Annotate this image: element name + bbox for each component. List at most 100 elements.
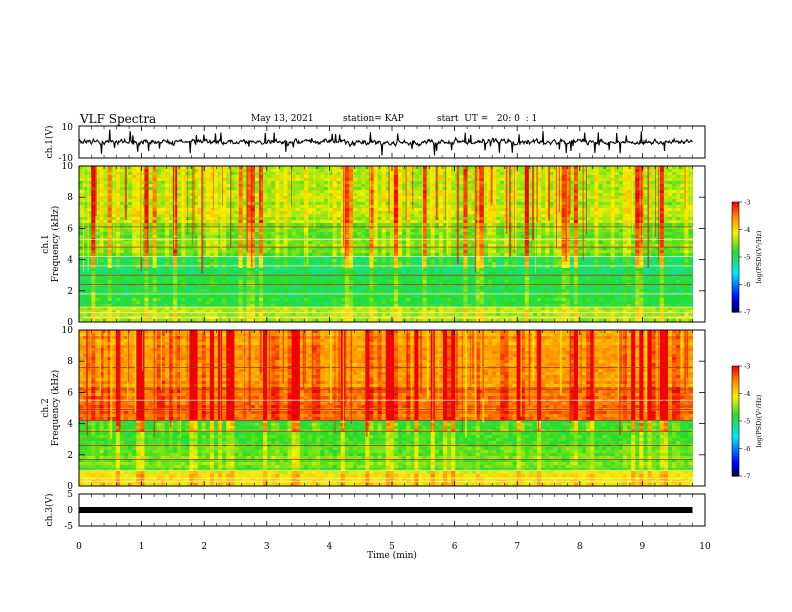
spectrogram-cell bbox=[569, 178, 575, 182]
spectrogram-cell bbox=[283, 193, 289, 197]
spectrogram-cell bbox=[618, 184, 624, 188]
spectrogram-cell bbox=[193, 214, 199, 218]
spectrogram-cell bbox=[451, 178, 456, 182]
spectrogram-cell bbox=[655, 199, 661, 203]
spectrogram-cell bbox=[467, 259, 473, 263]
spectrogram-cell bbox=[373, 247, 379, 251]
spectrogram-cell bbox=[312, 247, 317, 251]
spectrogram-cell bbox=[659, 193, 665, 197]
spectrogram-cell bbox=[173, 166, 178, 170]
spectrogram-cell bbox=[369, 178, 374, 182]
spectrogram-cell bbox=[659, 235, 665, 239]
spectrogram-cell bbox=[95, 220, 100, 224]
spectrogram-cell bbox=[569, 259, 575, 263]
spectrogram-cell bbox=[115, 256, 121, 260]
spectrogram-cell bbox=[193, 223, 199, 227]
spectrogram-cell bbox=[177, 253, 182, 257]
spectrogram-cell bbox=[234, 226, 239, 230]
spectrogram-cell bbox=[586, 178, 591, 182]
spectrogram-cell bbox=[504, 256, 509, 260]
spectrogram-cell bbox=[254, 262, 260, 266]
spectrogram-cell bbox=[496, 223, 501, 227]
spectrogram-cell bbox=[279, 181, 284, 185]
spectrogram-cell bbox=[684, 169, 689, 173]
spectrogram-cell bbox=[340, 223, 346, 227]
spectrogram-cell bbox=[320, 211, 325, 215]
spectrogram-cell bbox=[308, 247, 313, 251]
spectrogram-cell bbox=[643, 256, 648, 260]
figure-title: VLF Spectra bbox=[80, 112, 157, 126]
spectrogram-cell bbox=[144, 172, 150, 176]
spectrogram-cell bbox=[438, 175, 444, 179]
spectrogram-cell bbox=[316, 226, 321, 230]
spectrogram-cell bbox=[340, 217, 346, 221]
spectrogram-cell bbox=[303, 193, 309, 197]
spectrogram-cell bbox=[447, 187, 452, 191]
spectrogram-cell bbox=[451, 175, 456, 179]
spectrogram-cell bbox=[651, 169, 657, 173]
spectrogram-cell bbox=[541, 190, 546, 194]
spectrogram-cell bbox=[467, 229, 473, 233]
spectrogram-cell bbox=[680, 214, 685, 218]
spectrogram-cell bbox=[189, 172, 195, 176]
spectrogram-cell bbox=[492, 208, 497, 212]
spectrogram-cell bbox=[398, 235, 403, 239]
spectrogram-cell bbox=[614, 205, 620, 209]
spectrogram-cell bbox=[340, 184, 346, 188]
spectrogram-cell bbox=[136, 262, 141, 266]
spectrogram-cell bbox=[258, 211, 264, 215]
spectrogram-cell bbox=[279, 187, 284, 191]
spectrogram-cell bbox=[123, 232, 129, 236]
spectrogram-cell bbox=[336, 241, 342, 245]
spectrogram-cell bbox=[647, 247, 653, 251]
spectrogram-cell bbox=[553, 250, 559, 254]
spectrogram-cell bbox=[357, 181, 362, 185]
spectrogram-cell bbox=[463, 223, 469, 227]
spectrogram-cell bbox=[524, 181, 530, 185]
spectrogram-cell bbox=[618, 190, 624, 194]
spectrogram-cell bbox=[128, 172, 133, 176]
spectrogram-cell bbox=[618, 169, 624, 173]
spectrogram-cell bbox=[528, 178, 534, 182]
spectrogram-cell bbox=[406, 175, 411, 179]
spectrogram-cell bbox=[647, 202, 653, 206]
spectrogram-cell bbox=[622, 202, 628, 206]
spectrogram-cell bbox=[483, 241, 489, 245]
spectrogram-cell bbox=[553, 208, 559, 212]
spectrogram-cell bbox=[336, 214, 342, 218]
spectrogram-cell bbox=[667, 166, 673, 170]
spectrogram-cell bbox=[238, 178, 244, 182]
spectrogram-cell bbox=[299, 169, 305, 173]
spectrogram-cell bbox=[242, 172, 248, 176]
spectrogram-cell bbox=[119, 208, 125, 212]
spectrogram-cell bbox=[524, 223, 530, 227]
spectrogram-cell bbox=[291, 259, 297, 263]
spectrogram-cell bbox=[385, 226, 391, 230]
spectrogram-cell bbox=[655, 175, 661, 179]
spectrogram-cell bbox=[406, 250, 411, 254]
spectrogram-cell bbox=[263, 181, 268, 185]
spectrogram-cell bbox=[201, 256, 207, 260]
spectrogram-cell bbox=[434, 226, 440, 230]
spectrogram-cell bbox=[209, 202, 215, 206]
spectrogram-cell bbox=[561, 181, 567, 185]
spectrogram-cell bbox=[528, 184, 534, 188]
spectrogram-cell bbox=[361, 187, 366, 191]
spectrogram-cell bbox=[647, 253, 653, 257]
spectrogram-cell bbox=[83, 166, 88, 170]
spectrogram-cell bbox=[402, 232, 407, 236]
spectrogram-cell bbox=[426, 211, 432, 215]
spectrogram-cell bbox=[242, 184, 248, 188]
spectrogram-cell bbox=[99, 205, 105, 209]
spectrogram-cell bbox=[115, 178, 121, 182]
spectrogram-cell bbox=[647, 178, 653, 182]
spectrogram-cell bbox=[87, 208, 92, 212]
spectrogram-cell bbox=[340, 208, 346, 212]
spectrogram-cell bbox=[254, 244, 260, 248]
spectrogram-cell bbox=[471, 169, 477, 173]
spectrogram-cell bbox=[598, 220, 603, 224]
spectrogram-cell bbox=[250, 214, 256, 218]
spectrogram-cell bbox=[324, 199, 329, 203]
spectrogram-cell bbox=[242, 232, 248, 236]
spectrogram-cell bbox=[451, 226, 456, 230]
